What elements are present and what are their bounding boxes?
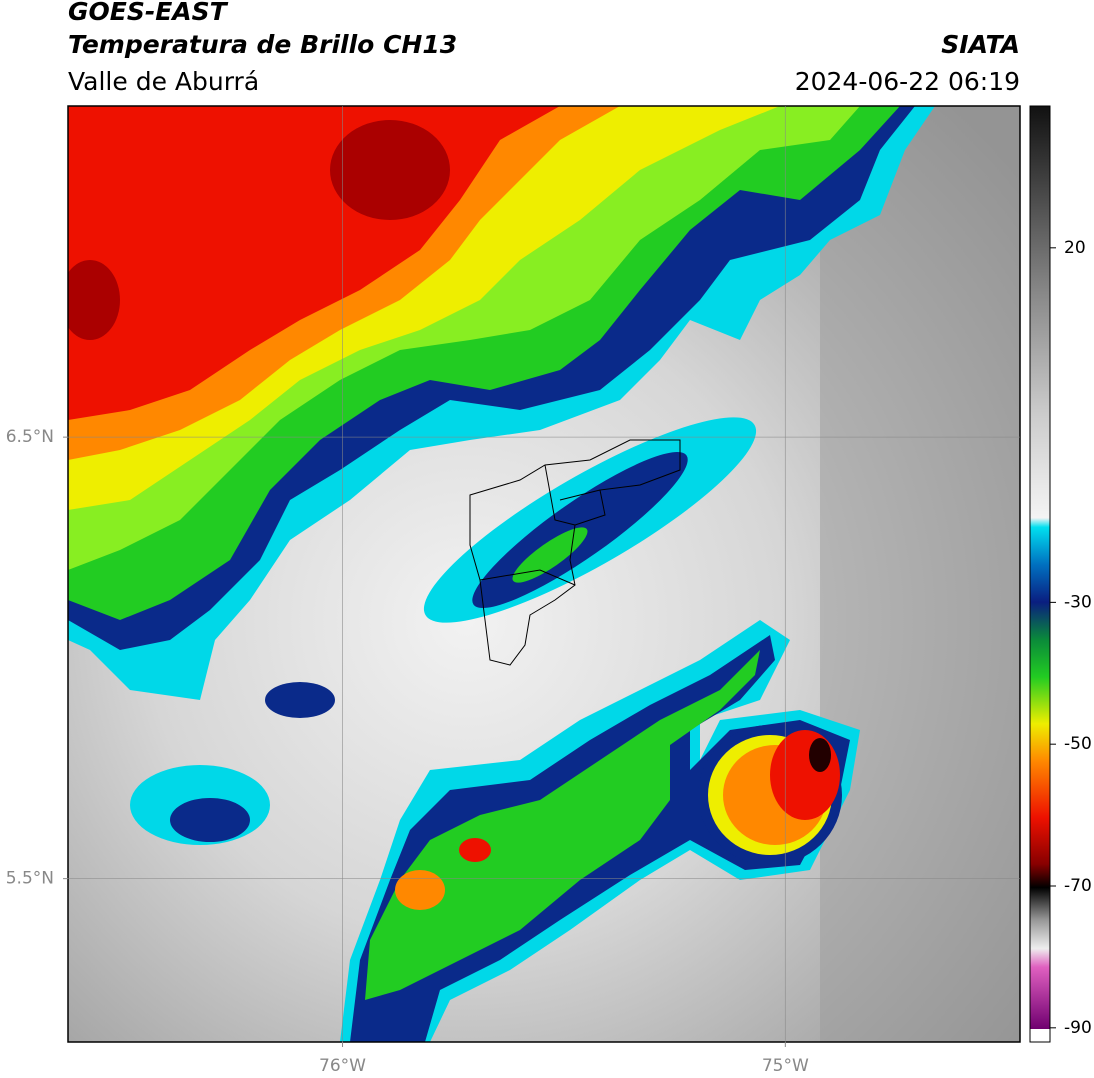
colorbar-tick-label: -70 (1064, 876, 1092, 896)
region: Valle de Aburrá (68, 67, 259, 96)
colorbar-tick-label: -50 (1064, 734, 1092, 754)
map-frame (67, 105, 1021, 1043)
colorbar-tick-label: -90 (1064, 1018, 1092, 1038)
timestamp: 2024-06-22 06:19 (795, 67, 1020, 96)
colorbar-tick-label: 20 (1064, 238, 1086, 258)
y-tick-label: 6.5°N (6, 427, 54, 447)
x-tick-label: 75°W (762, 1056, 809, 1076)
colorbar-tick-label: -30 (1064, 592, 1092, 612)
map-image (68, 106, 1020, 1042)
title: GOES-EAST (68, 0, 229, 26)
source: SIATA (941, 30, 1020, 59)
x-tick-label: 76°W (319, 1056, 366, 1076)
y-tick-label: 5.5°N (6, 869, 54, 889)
colorbar (1029, 105, 1051, 1043)
subtitle: Temperatura de Brillo CH13 (68, 30, 457, 59)
